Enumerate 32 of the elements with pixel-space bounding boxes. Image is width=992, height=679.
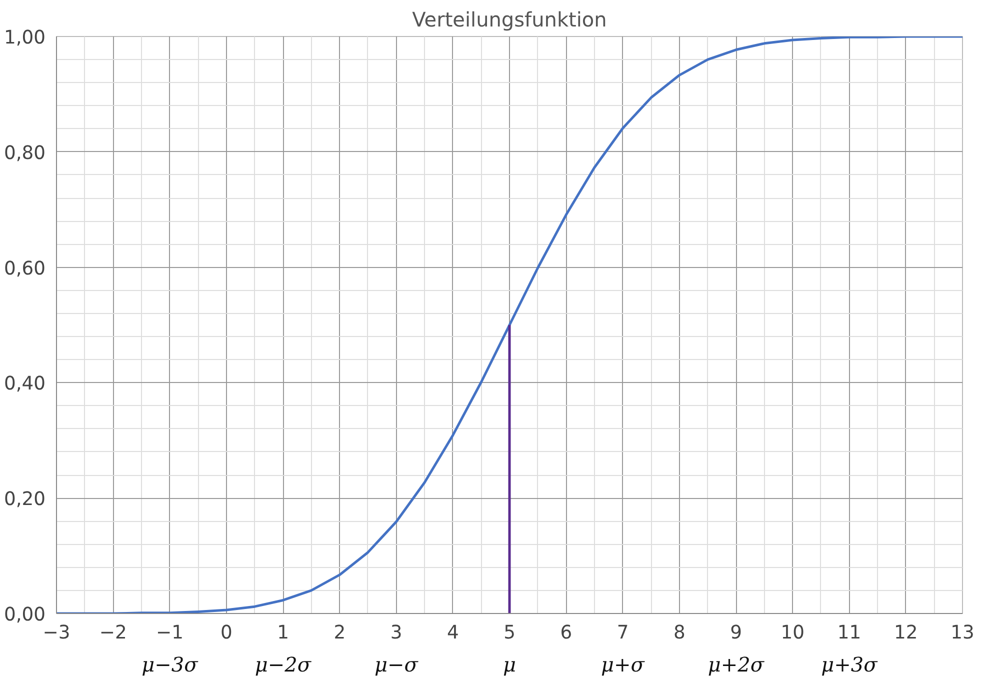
x-tick-label: 6	[560, 622, 572, 644]
text: μ+3σ	[821, 652, 879, 676]
x-tick-label: 2	[334, 622, 346, 644]
y-tick-label: 0,00	[4, 604, 46, 626]
x-tick-label: 0	[220, 622, 232, 644]
x-tick-label: −2	[99, 622, 127, 644]
x-tick-label: 3	[390, 622, 402, 644]
text: μ+2σ	[708, 652, 766, 676]
text: μ	[503, 652, 516, 676]
x-tick-label: 4	[446, 622, 459, 644]
x-tick-label: 10	[780, 622, 805, 644]
x-tick-label: −3	[42, 622, 70, 644]
x-tick-label: 11	[837, 622, 862, 644]
y-tick-label: 0,80	[4, 142, 46, 164]
text: μ−σ	[374, 652, 420, 676]
text: μ+σ	[601, 652, 646, 676]
x-tick-label: 12	[894, 622, 918, 644]
chart-title: Verteilungsfunktion	[412, 8, 607, 32]
x-tick-label: 9	[730, 622, 742, 644]
x-tick-label: 8	[673, 622, 686, 644]
x-tick-label: −1	[156, 622, 184, 644]
x-tick-label: 1	[277, 622, 289, 644]
y-tick-label: 0,40	[4, 374, 46, 395]
y-tick-label: 1,00	[4, 28, 46, 48]
y-tick-label: 0,20	[4, 489, 46, 510]
x-tick-label: 7	[616, 622, 629, 644]
y-tick-label: 0,60	[4, 258, 46, 280]
x-tick-label: 5	[504, 622, 516, 644]
text: μ−2σ	[254, 652, 312, 676]
line-series	[56, 36, 962, 614]
x-tick-label: 13	[950, 622, 974, 644]
text: μ−3σ	[142, 652, 200, 676]
